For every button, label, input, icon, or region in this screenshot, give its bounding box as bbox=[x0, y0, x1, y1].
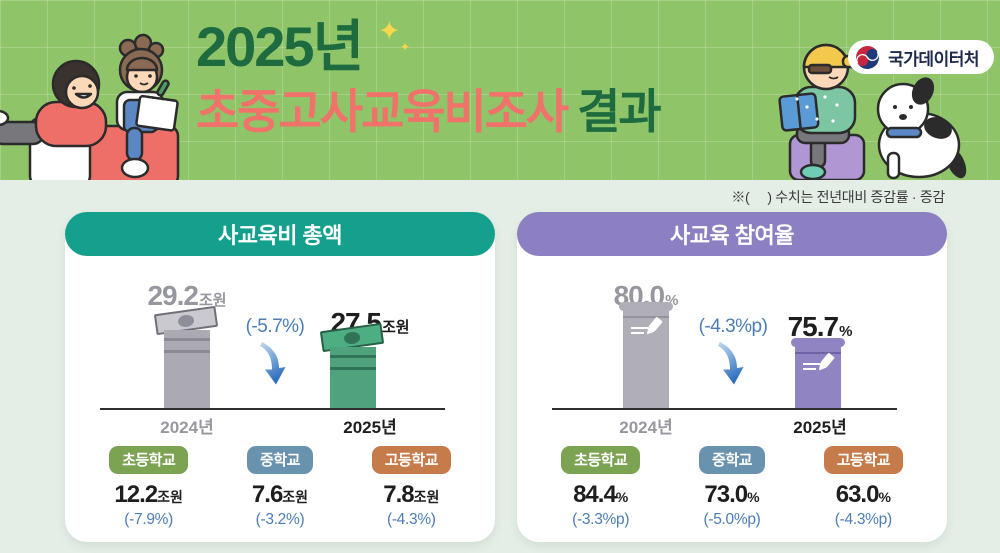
participation-year-2024: 2024년 bbox=[619, 418, 673, 437]
money-stack-bar-2024 bbox=[153, 305, 219, 408]
stat-change: (-4.3%p) bbox=[834, 511, 892, 528]
cost-panel-header: 사교육비 총액 bbox=[65, 212, 495, 256]
cost-year-2024: 2024년 bbox=[160, 418, 214, 437]
title-result-word: 결과 bbox=[577, 84, 661, 138]
pencil-icon bbox=[803, 353, 835, 371]
cost-stat-middle: 중학교 7.6조원 (-3.2%) bbox=[214, 446, 345, 529]
middle-badge: 중학교 bbox=[247, 446, 313, 474]
middle-badge: 중학교 bbox=[699, 446, 765, 474]
sparkle-icon-small: ✦ bbox=[400, 40, 411, 54]
elementary-badge: 초등학교 bbox=[109, 446, 189, 474]
boy-and-dog-illustration bbox=[778, 43, 967, 180]
participation-curr-value: 75.7% bbox=[787, 311, 853, 342]
title-survey-name: 초중고사교육비조사 bbox=[196, 84, 569, 138]
x-axis-line bbox=[100, 408, 445, 410]
title-subject: 초중고사교육비조사 결과 bbox=[196, 84, 662, 138]
cost-change-label: (-5.7%) bbox=[245, 316, 305, 337]
participation-year-2025: 2025년 bbox=[793, 418, 847, 437]
kids-illustration bbox=[0, 33, 180, 180]
participation-panel: 사교육 참여율 80.0% (-4.3%p) 75.7% bbox=[517, 212, 947, 542]
stat-change: (-4.3%) bbox=[386, 511, 436, 528]
x-axis-line bbox=[552, 408, 897, 410]
participation-stats-row: 초등학교 84.4% (-3.3%p) 중학교 73.0% (-5.0%p) 고… bbox=[535, 446, 929, 529]
gov-logo-label: 국가데이터처 bbox=[888, 49, 979, 69]
participation-panel-header: 사교육 참여율 bbox=[517, 212, 947, 256]
stat-change: (-5.0%p) bbox=[703, 511, 761, 528]
cost-prev-value: 29.2조원 bbox=[147, 280, 227, 311]
cost-stat-elementary: 초등학교 12.2조원 (-7.9%) bbox=[83, 446, 214, 529]
stat-change: (-3.2%) bbox=[255, 511, 305, 528]
sparkle-icon: ✦ bbox=[378, 16, 401, 46]
down-arrow-icon bbox=[718, 342, 744, 385]
money-stack-bar-2025 bbox=[319, 322, 385, 408]
stat-change: (-7.9%) bbox=[124, 511, 174, 528]
gov-logo: 국가데이터처 bbox=[848, 40, 994, 74]
participation-stat-middle: 중학교 73.0% (-5.0%p) bbox=[666, 446, 797, 529]
title-year: 2025년 bbox=[196, 15, 364, 78]
cost-year-2025: 2025년 bbox=[343, 418, 397, 437]
taegeuk-icon bbox=[854, 44, 881, 70]
cost-stats-row: 초등학교 12.2조원 (-7.9%) 중학교 7.6조원 (-3.2%) 고등… bbox=[83, 446, 477, 529]
book-bar-2025 bbox=[791, 338, 845, 408]
footnote: ※( ) 수치는 전년대비 증감률 · 증감 bbox=[731, 189, 945, 205]
pencil-icon bbox=[631, 317, 663, 335]
participation-stat-elementary: 초등학교 84.4% (-3.3%p) bbox=[535, 446, 666, 529]
down-arrow-icon bbox=[260, 342, 286, 385]
cost-stat-high: 고등학교 7.8조원 (-4.3%) bbox=[346, 446, 477, 529]
participation-change-label: (-4.3%p) bbox=[698, 316, 768, 337]
page-title: 2025년 초중고사교육비조사 결과 bbox=[196, 15, 662, 138]
book-bar-2024 bbox=[619, 302, 673, 408]
stat-change: (-3.3%p) bbox=[572, 511, 630, 528]
cost-panel: 사교육비 총액 29.2조원 (-5.7%) 27.5조원 bbox=[65, 212, 495, 542]
participation-stat-high: 고등학교 63.0% (-4.3%p) bbox=[798, 446, 929, 529]
high-badge: 고등학교 bbox=[371, 446, 451, 474]
elementary-badge: 초등학교 bbox=[561, 446, 641, 474]
high-badge: 고등학교 bbox=[823, 446, 903, 474]
banner: 2025년 초중고사교육비조사 결과 ✦ ✦ bbox=[0, 0, 1000, 180]
